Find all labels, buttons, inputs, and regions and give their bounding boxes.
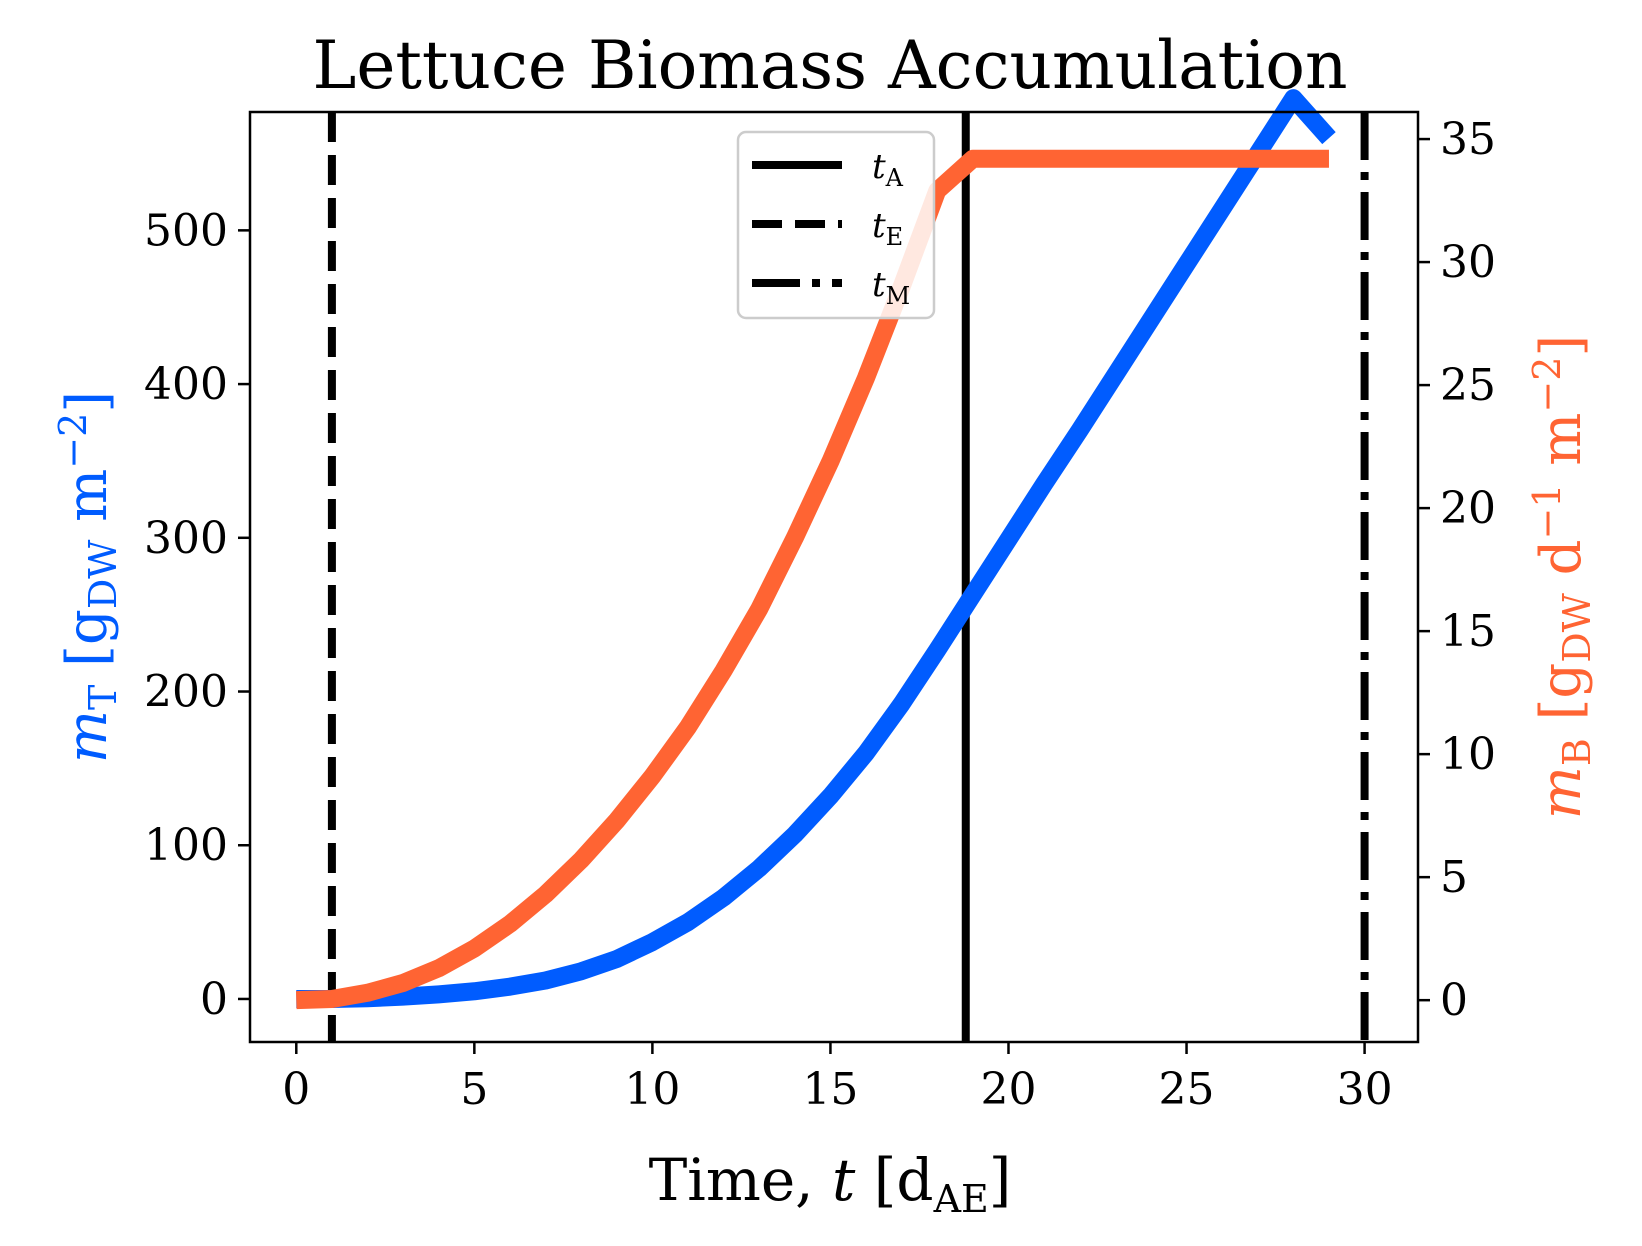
x-axis: 0 5 10 15 20 25 30 — [282, 1042, 1393, 1115]
x-tick-label: 15 — [802, 1064, 858, 1115]
y-right-tick-label: 35 — [1440, 114, 1496, 165]
y-axis-left-label: mT [gDW m−2] — [51, 391, 125, 763]
axes-frame — [248, 110, 1420, 1044]
y-right-tick-label: 25 — [1440, 360, 1496, 411]
legend-label-tm: tM — [872, 265, 910, 310]
y-axis-right: 0 5 10 15 20 25 30 35 — [1418, 114, 1496, 1026]
legend-box — [736, 130, 936, 320]
y-axis-right-label: mB [gDW d−1 m−2] — [1525, 335, 1599, 820]
x-axis-label: Time, t [dAE] — [649, 1146, 1012, 1221]
legend-label-ta: tA — [872, 147, 904, 192]
y-left-tick-label: 400 — [144, 359, 228, 410]
y-right-tick-label: 0 — [1440, 975, 1468, 1026]
y-left-tick-label: 100 — [144, 820, 228, 871]
y-left-tick-label: 300 — [144, 513, 228, 564]
series-line-total-mass — [296, 89, 1336, 1008]
x-tick-label: 10 — [624, 1064, 680, 1115]
y-left-tick-label: 200 — [144, 667, 228, 718]
y-left-tick-label: 0 — [200, 974, 228, 1025]
y-right-tick-label: 10 — [1440, 729, 1496, 780]
plot-area — [295, 89, 1369, 1042]
x-tick-label: 5 — [460, 1064, 488, 1115]
series-line-biomass-rate — [295, 149, 1329, 1010]
x-tick-label: 0 — [282, 1064, 310, 1115]
y-right-tick-label: 30 — [1440, 237, 1496, 288]
y-right-tick-label: 15 — [1440, 606, 1496, 657]
y-left-tick-label: 500 — [144, 205, 228, 256]
y-right-tick-label: 5 — [1440, 852, 1468, 903]
y-right-tick-label: 20 — [1440, 483, 1496, 534]
x-tick-label: 25 — [1159, 1064, 1215, 1115]
legend-label-te: tE — [872, 206, 903, 251]
x-tick-label: 30 — [1337, 1064, 1393, 1115]
chart-title: Lettuce Biomass Accumulation — [313, 27, 1348, 104]
y-axis-left: 0 100 200 300 400 500 — [144, 205, 250, 1025]
legend: tA tE tM — [736, 130, 936, 320]
x-tick-label: 20 — [980, 1064, 1036, 1115]
